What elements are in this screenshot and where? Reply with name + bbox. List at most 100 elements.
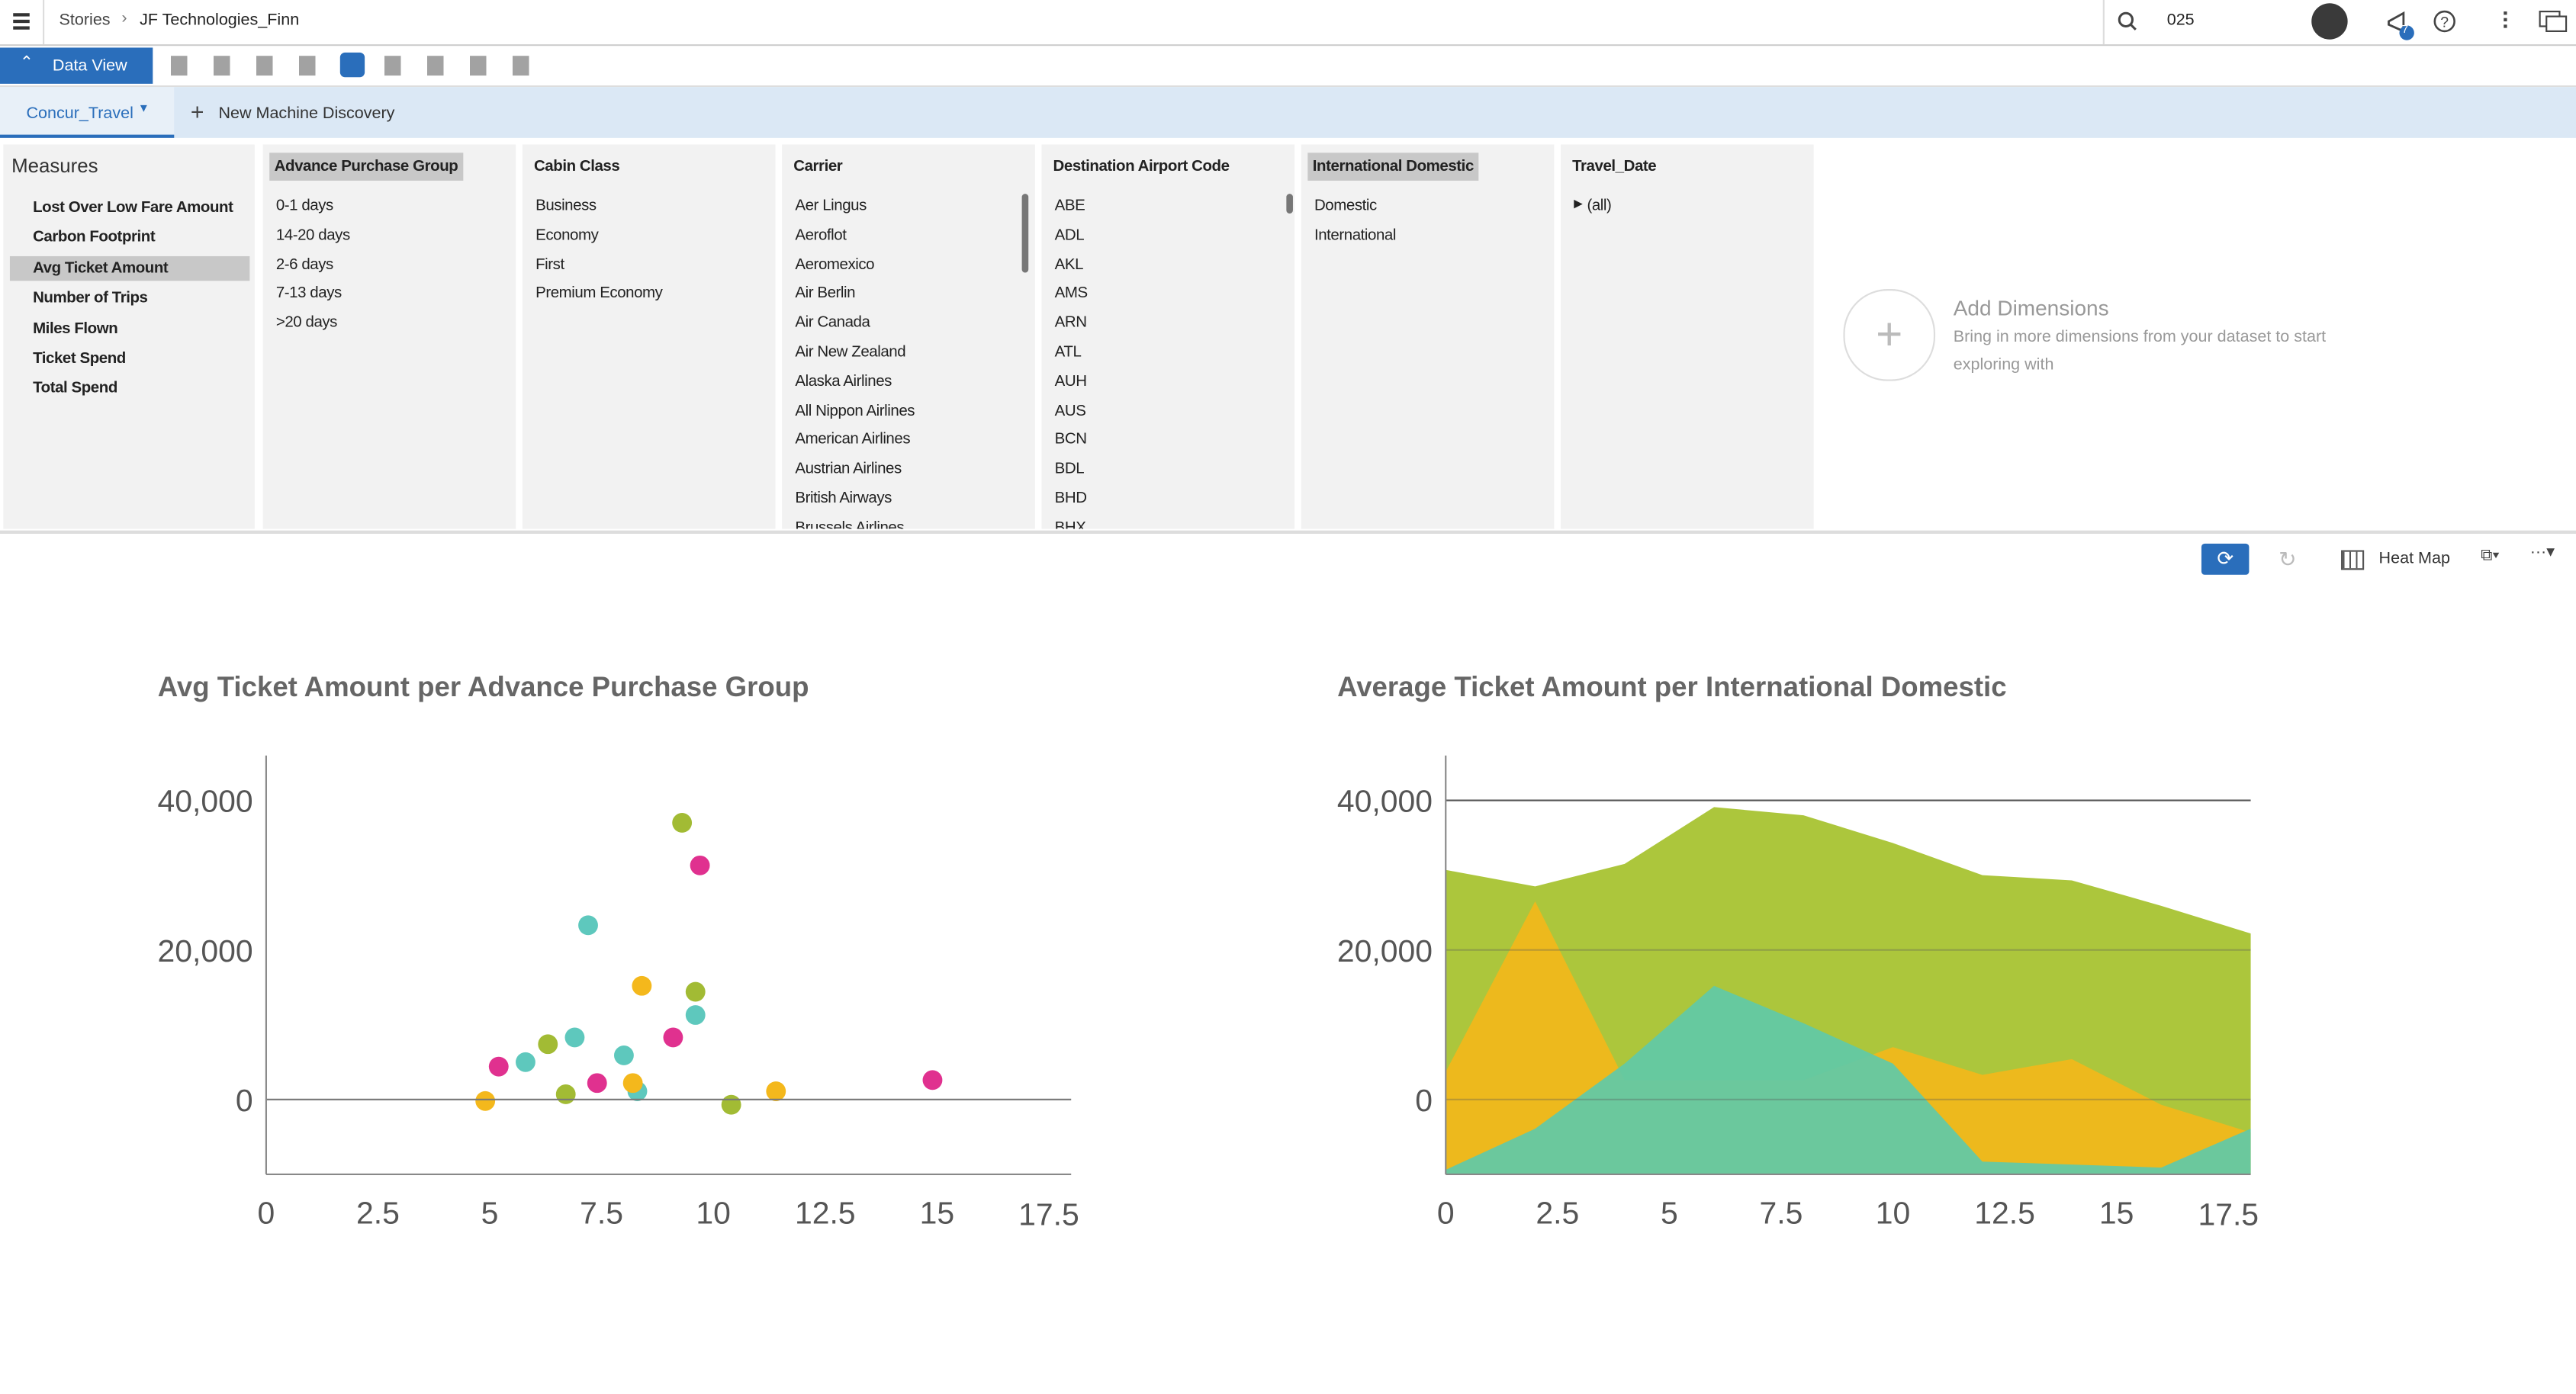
point — [516, 1052, 535, 1072]
story-name: JF Technologies_Finn — [140, 11, 300, 30]
data-view-button[interactable]: ⌃ Data View — [0, 47, 153, 84]
dimension-column: Destination Airport Code ABE ADL AKL AMS ARN A… — [1041, 144, 1295, 529]
dimension-item[interactable]: ATL — [1054, 343, 1082, 361]
x-tick-label: 15 — [920, 1196, 955, 1231]
new-discovery[interactable]: New Machine Discovery — [218, 104, 395, 124]
dimension-title[interactable]: Travel_Date — [1572, 157, 1657, 176]
feedback[interactable] — [2538, 10, 2568, 33]
dimension-item[interactable]: AMS — [1054, 284, 1089, 304]
measure-item[interactable]: Number of Trips — [33, 289, 148, 308]
dimension-title[interactable]: International Domestic — [1307, 153, 1479, 181]
scrollbar[interactable] — [1286, 194, 1293, 214]
dimension-item[interactable]: AKL — [1054, 255, 1084, 274]
chart-type-icon[interactable] — [2341, 550, 2365, 570]
scrollbar[interactable] — [1021, 194, 1029, 273]
measure-item[interactable]: Carbon Footprint — [33, 229, 156, 247]
dimension-item[interactable]: Business — [535, 197, 597, 216]
dimension-column: Carrier Aer Lingus Aeroflot Aeromexico Air B… — [782, 144, 1035, 529]
avatar[interactable] — [2311, 3, 2348, 40]
copy[interactable]: ⧉▾ — [2481, 547, 2500, 565]
dimension-item[interactable]: ADL — [1054, 226, 1085, 245]
dimension-item[interactable]: 7-13 days — [275, 284, 342, 304]
more[interactable] — [2504, 11, 2507, 15]
dimension-item[interactable]: Brussels Airlines — [795, 519, 905, 529]
dimension-item[interactable]: Aeroflot — [795, 226, 847, 245]
point — [488, 1056, 509, 1077]
reload[interactable]: ↻ — [2279, 547, 2297, 572]
dimension-item[interactable]: 14-20 days — [275, 226, 350, 245]
refresh-button[interactable]: ⟳ — [2201, 543, 2250, 575]
point — [632, 975, 652, 996]
dimension-item[interactable]: (all) — [1587, 197, 1612, 216]
point — [663, 1027, 683, 1048]
chart-title: Avg Ticket Amount per Advance Purchase G… — [158, 671, 809, 702]
dimension-item[interactable]: Austrian Airlines — [795, 460, 902, 479]
dimension-item[interactable]: Aeromexico — [795, 255, 875, 274]
expand-arrow[interactable]: ▶ — [1574, 198, 1583, 210]
chart-type[interactable]: Heat Map — [2378, 550, 2450, 569]
dimension-item[interactable]: Domestic — [1314, 197, 1377, 216]
measure-item[interactable]: Total Spend — [33, 380, 117, 399]
dimension-item[interactable]: Aer Lingus — [795, 197, 867, 216]
svg-text:?: ? — [2440, 14, 2449, 31]
breadcrumb[interactable]: Stories — [59, 11, 111, 30]
measure-item[interactable]: Lost Over Low Fare Amount — [33, 198, 233, 217]
dimension-title[interactable]: Destination Airport Code — [1053, 157, 1230, 176]
dimension-item[interactable]: ABE — [1054, 197, 1085, 216]
y-tick-label: 20,000 — [158, 933, 253, 968]
x-tick-label: 2.5 — [1536, 1196, 1579, 1231]
x-tick-label: 12.5 — [795, 1196, 856, 1231]
dimension-item[interactable]: Air New Zealand — [795, 343, 906, 361]
x-tick-label: 17.5 — [1018, 1197, 1079, 1232]
more-actions[interactable]: ···▾ — [2529, 543, 2555, 562]
dimension-item[interactable]: Premium Economy — [535, 284, 663, 304]
dimension-item[interactable]: First — [535, 255, 564, 274]
dataset-tab[interactable]: Concur_Travel ▼ — [0, 87, 175, 138]
active-tool[interactable] — [339, 52, 365, 78]
dimension-item[interactable]: BDL — [1054, 460, 1085, 479]
add-dimension-button[interactable]: + — [1843, 289, 1936, 381]
x-tick-label: 12.5 — [1974, 1196, 2035, 1231]
dimension-item[interactable]: Air Canada — [795, 313, 870, 332]
dimension-column: Advance Purchase Group 0-1 days 14-20 days… — [262, 144, 516, 529]
dimension-item[interactable]: British Airways — [795, 489, 892, 508]
splitter[interactable] — [0, 530, 2576, 534]
measure-item[interactable]: Miles Flown — [33, 320, 118, 338]
measure-item[interactable]: Avg Ticket Amount — [9, 255, 250, 281]
help[interactable]: ? — [2433, 10, 2456, 33]
dimension-item[interactable]: AUS — [1054, 401, 1086, 420]
x-tick-label: 7.5 — [580, 1196, 623, 1231]
dimension-column: Cabin Class Business Economy First Premium E… — [522, 144, 776, 529]
menu-button[interactable] — [13, 13, 30, 17]
dimension-item[interactable]: 0-1 days — [275, 197, 333, 216]
dimension-title[interactable]: Cabin Class — [533, 157, 620, 176]
search-input[interactable]: 025 — [2166, 11, 2195, 30]
point — [922, 1070, 943, 1090]
dimension-title[interactable]: Carrier — [793, 157, 843, 176]
toolbar: ⌃ Data View — [0, 46, 2576, 88]
header: Stories › JF Technologies_Finn 025 7 ? — [0, 0, 2576, 47]
dimension-item[interactable]: American Airlines — [795, 431, 911, 449]
dimension-title[interactable]: Advance Purchase Group — [269, 153, 463, 181]
dimension-item[interactable]: Economy — [535, 226, 599, 245]
measure-item[interactable]: Ticket Spend — [33, 349, 126, 368]
point — [690, 855, 710, 875]
dimension-item[interactable]: >20 days — [275, 313, 338, 332]
point — [685, 1005, 706, 1025]
dimension-item[interactable]: ARN — [1054, 313, 1087, 332]
x-tick-label: 5 — [1661, 1196, 1678, 1231]
dimension-item[interactable]: BHX — [1054, 519, 1086, 529]
dimension-item[interactable]: All Nippon Airlines — [795, 401, 915, 420]
dimension-item[interactable]: BHD — [1054, 489, 1087, 508]
dimension-item[interactable]: BCN — [1054, 431, 1087, 449]
notifications[interactable] — [2384, 8, 2417, 41]
dimension-item[interactable]: International — [1314, 226, 1396, 245]
dimension-item[interactable]: Alaska Airlines — [795, 372, 892, 391]
point — [475, 1090, 496, 1111]
dimension-item[interactable]: AUH — [1054, 372, 1087, 391]
add-dimensions-title: Add Dimensions — [1953, 295, 2109, 320]
label: Concur_Travel — [26, 104, 133, 124]
dimension-item[interactable]: Air Berlin — [795, 284, 856, 304]
dimension-item[interactable]: 2-6 days — [275, 255, 333, 274]
search-icon[interactable] — [2118, 11, 2137, 31]
